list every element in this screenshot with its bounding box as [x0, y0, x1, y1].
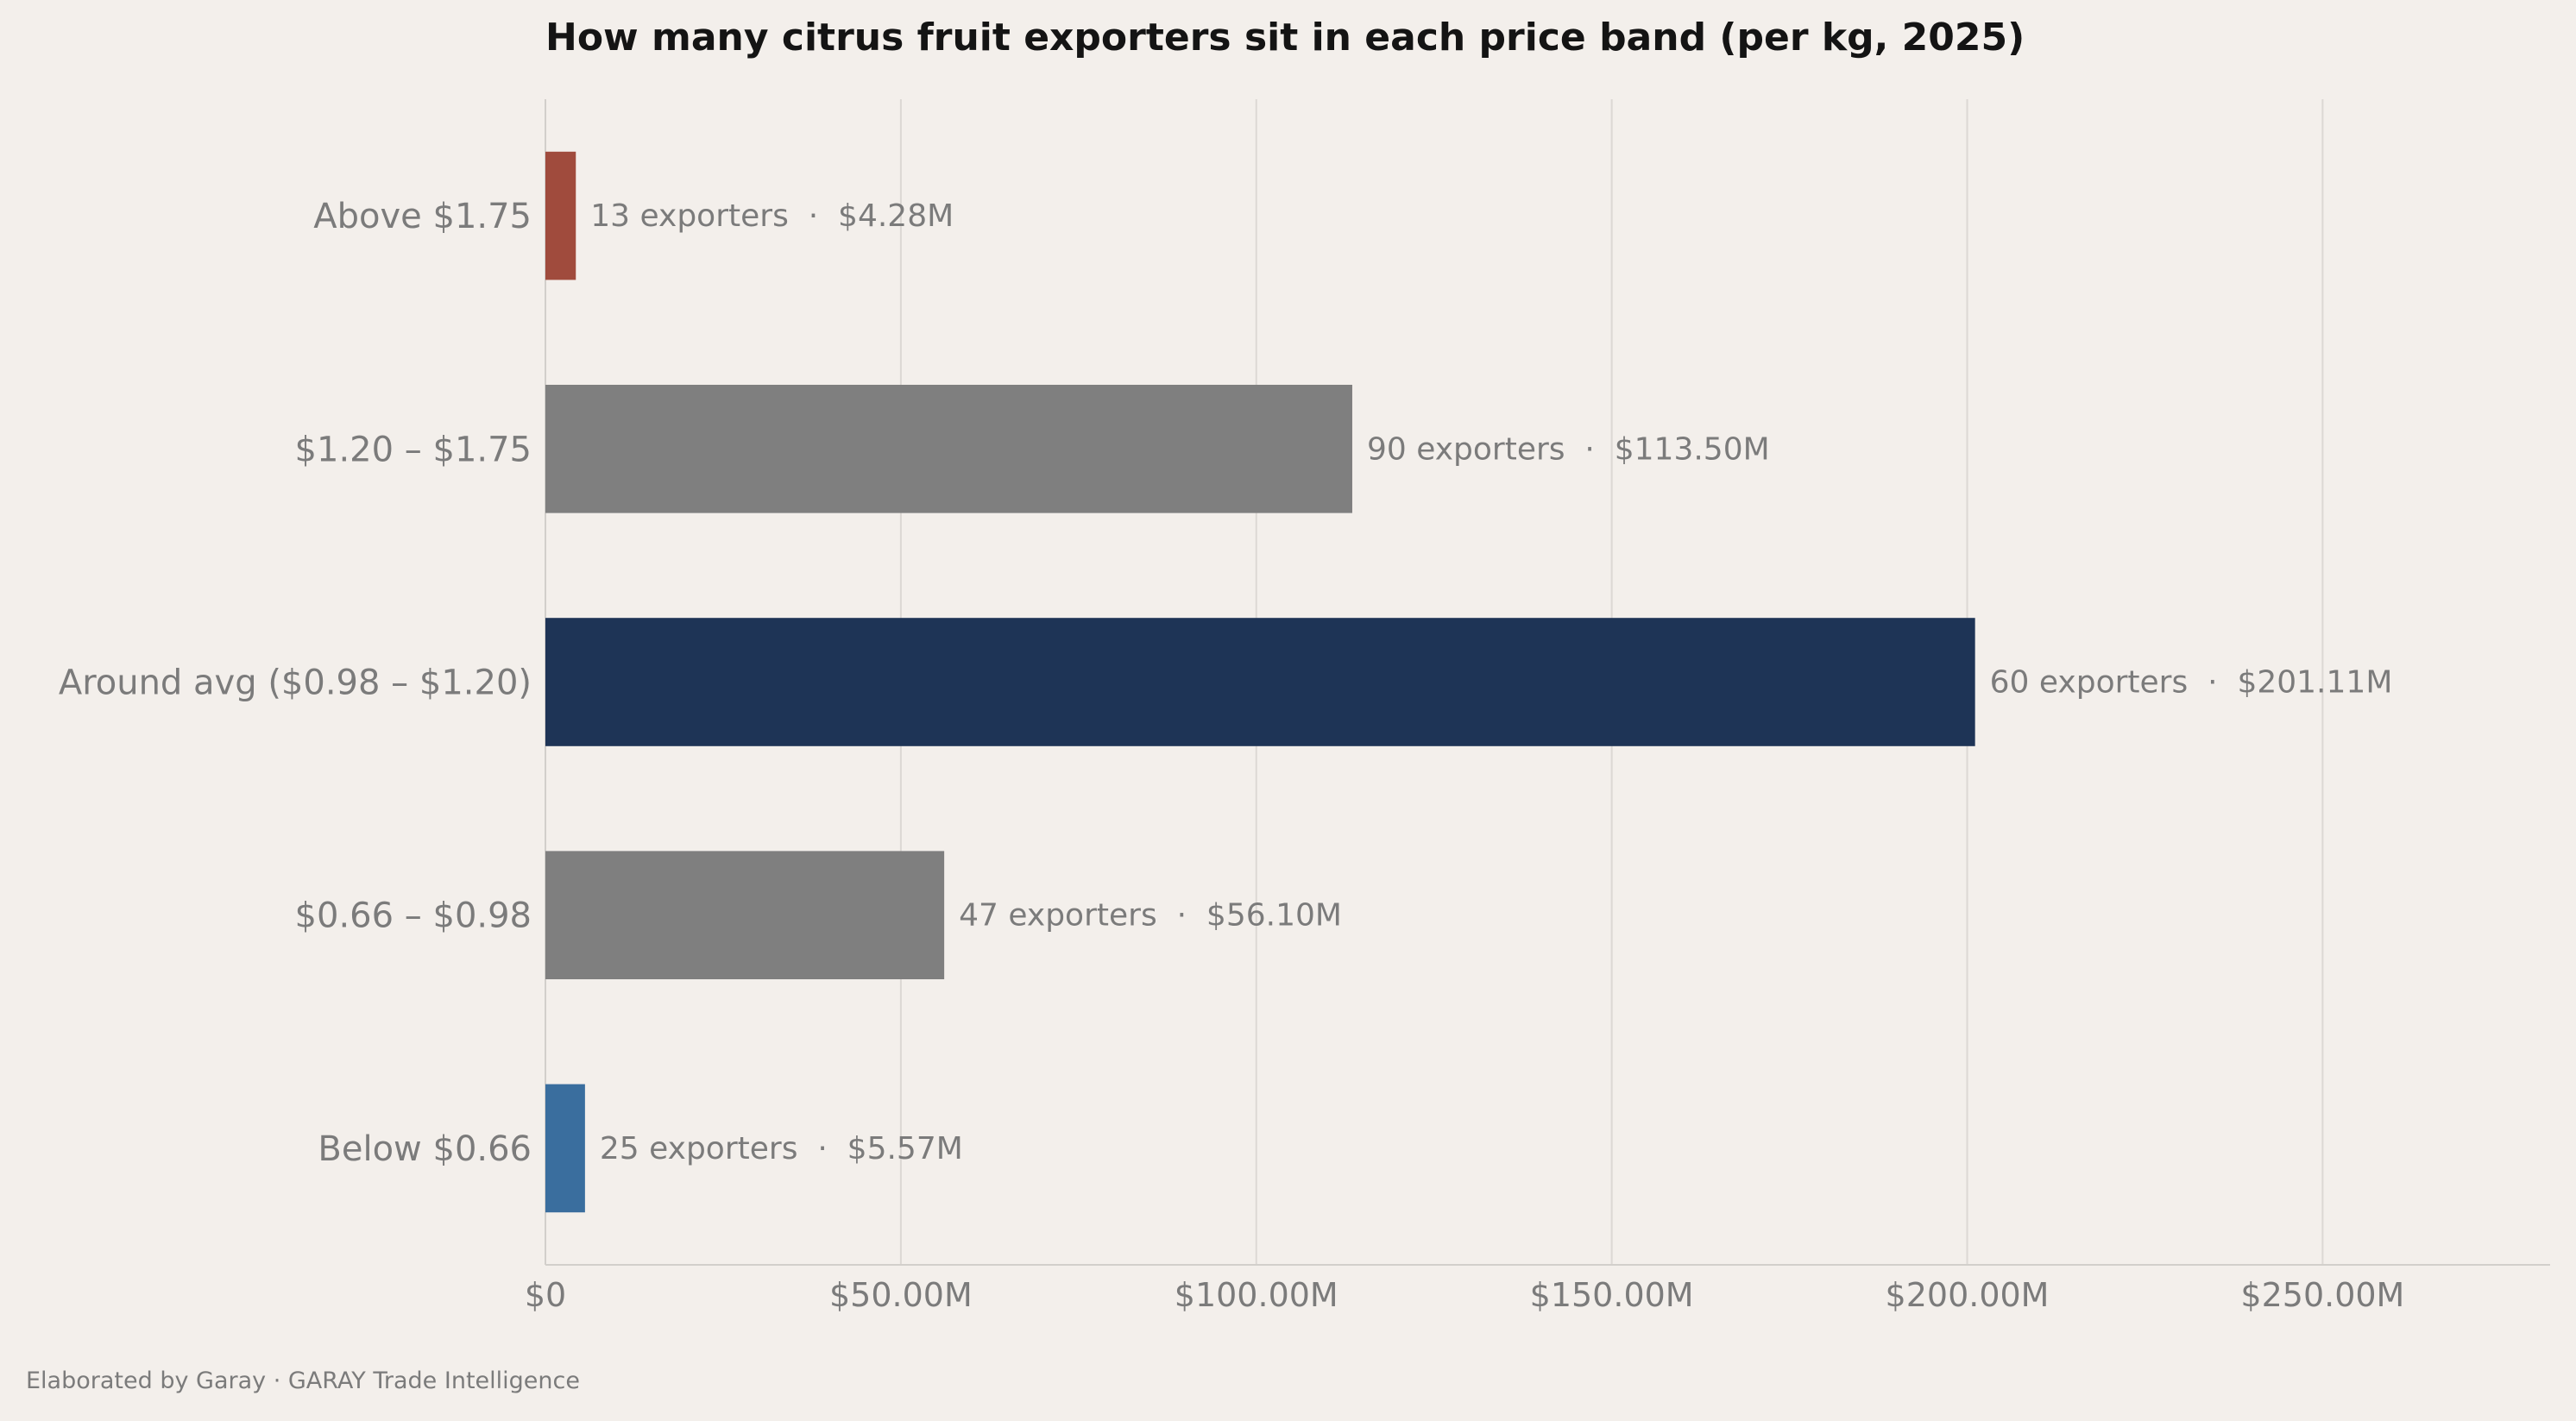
category-label: Around avg ($0.98 – $1.20): [59, 663, 532, 703]
x-tick-label: $100.00M: [1175, 1276, 1338, 1314]
category-label: $1.20 – $1.75: [295, 430, 532, 469]
x-tick-label: $250.00M: [2240, 1276, 2404, 1314]
category-label: Above $1.75: [313, 197, 532, 236]
bar-chart: $0 $50.00M $100.00M $150.00M $200.00M $250.00…: [59, 99, 2550, 1314]
bar: [545, 151, 576, 280]
bar: [545, 384, 1352, 513]
data-label: 13 exporters · $4.28M: [590, 198, 954, 234]
data-label: 60 exporters · $201.11M: [1990, 665, 2393, 701]
data-label: 25 exporters · $5.57M: [600, 1131, 963, 1166]
labels: Above $1.75 13 exporters · $4.28M $1.20 – …: [59, 197, 2393, 1169]
bar: [545, 1084, 585, 1213]
data-label: 90 exporters · $113.50M: [1367, 431, 1770, 467]
x-tick-label: $150.00M: [1530, 1276, 1694, 1314]
x-tick-label: $50.00M: [829, 1276, 973, 1314]
bar: [545, 618, 1975, 746]
category-label: $0.66 – $0.98: [295, 896, 532, 936]
data-label: 47 exporters · $56.10M: [959, 898, 1342, 934]
axes: $0 $50.00M $100.00M $150.00M $200.00M $250.00…: [525, 99, 2550, 1314]
x-tick-label: $0: [525, 1276, 566, 1314]
category-label: Below $0.66: [318, 1129, 532, 1169]
chart-title: How many citrus fruit exporters sit in e…: [545, 16, 2025, 60]
bars: [545, 151, 1975, 1213]
x-tick-label: $200.00M: [1886, 1276, 2050, 1314]
footer-credit: Elaborated by Garay · GARAY Trade Intell…: [26, 1368, 580, 1394]
bar: [545, 851, 945, 980]
